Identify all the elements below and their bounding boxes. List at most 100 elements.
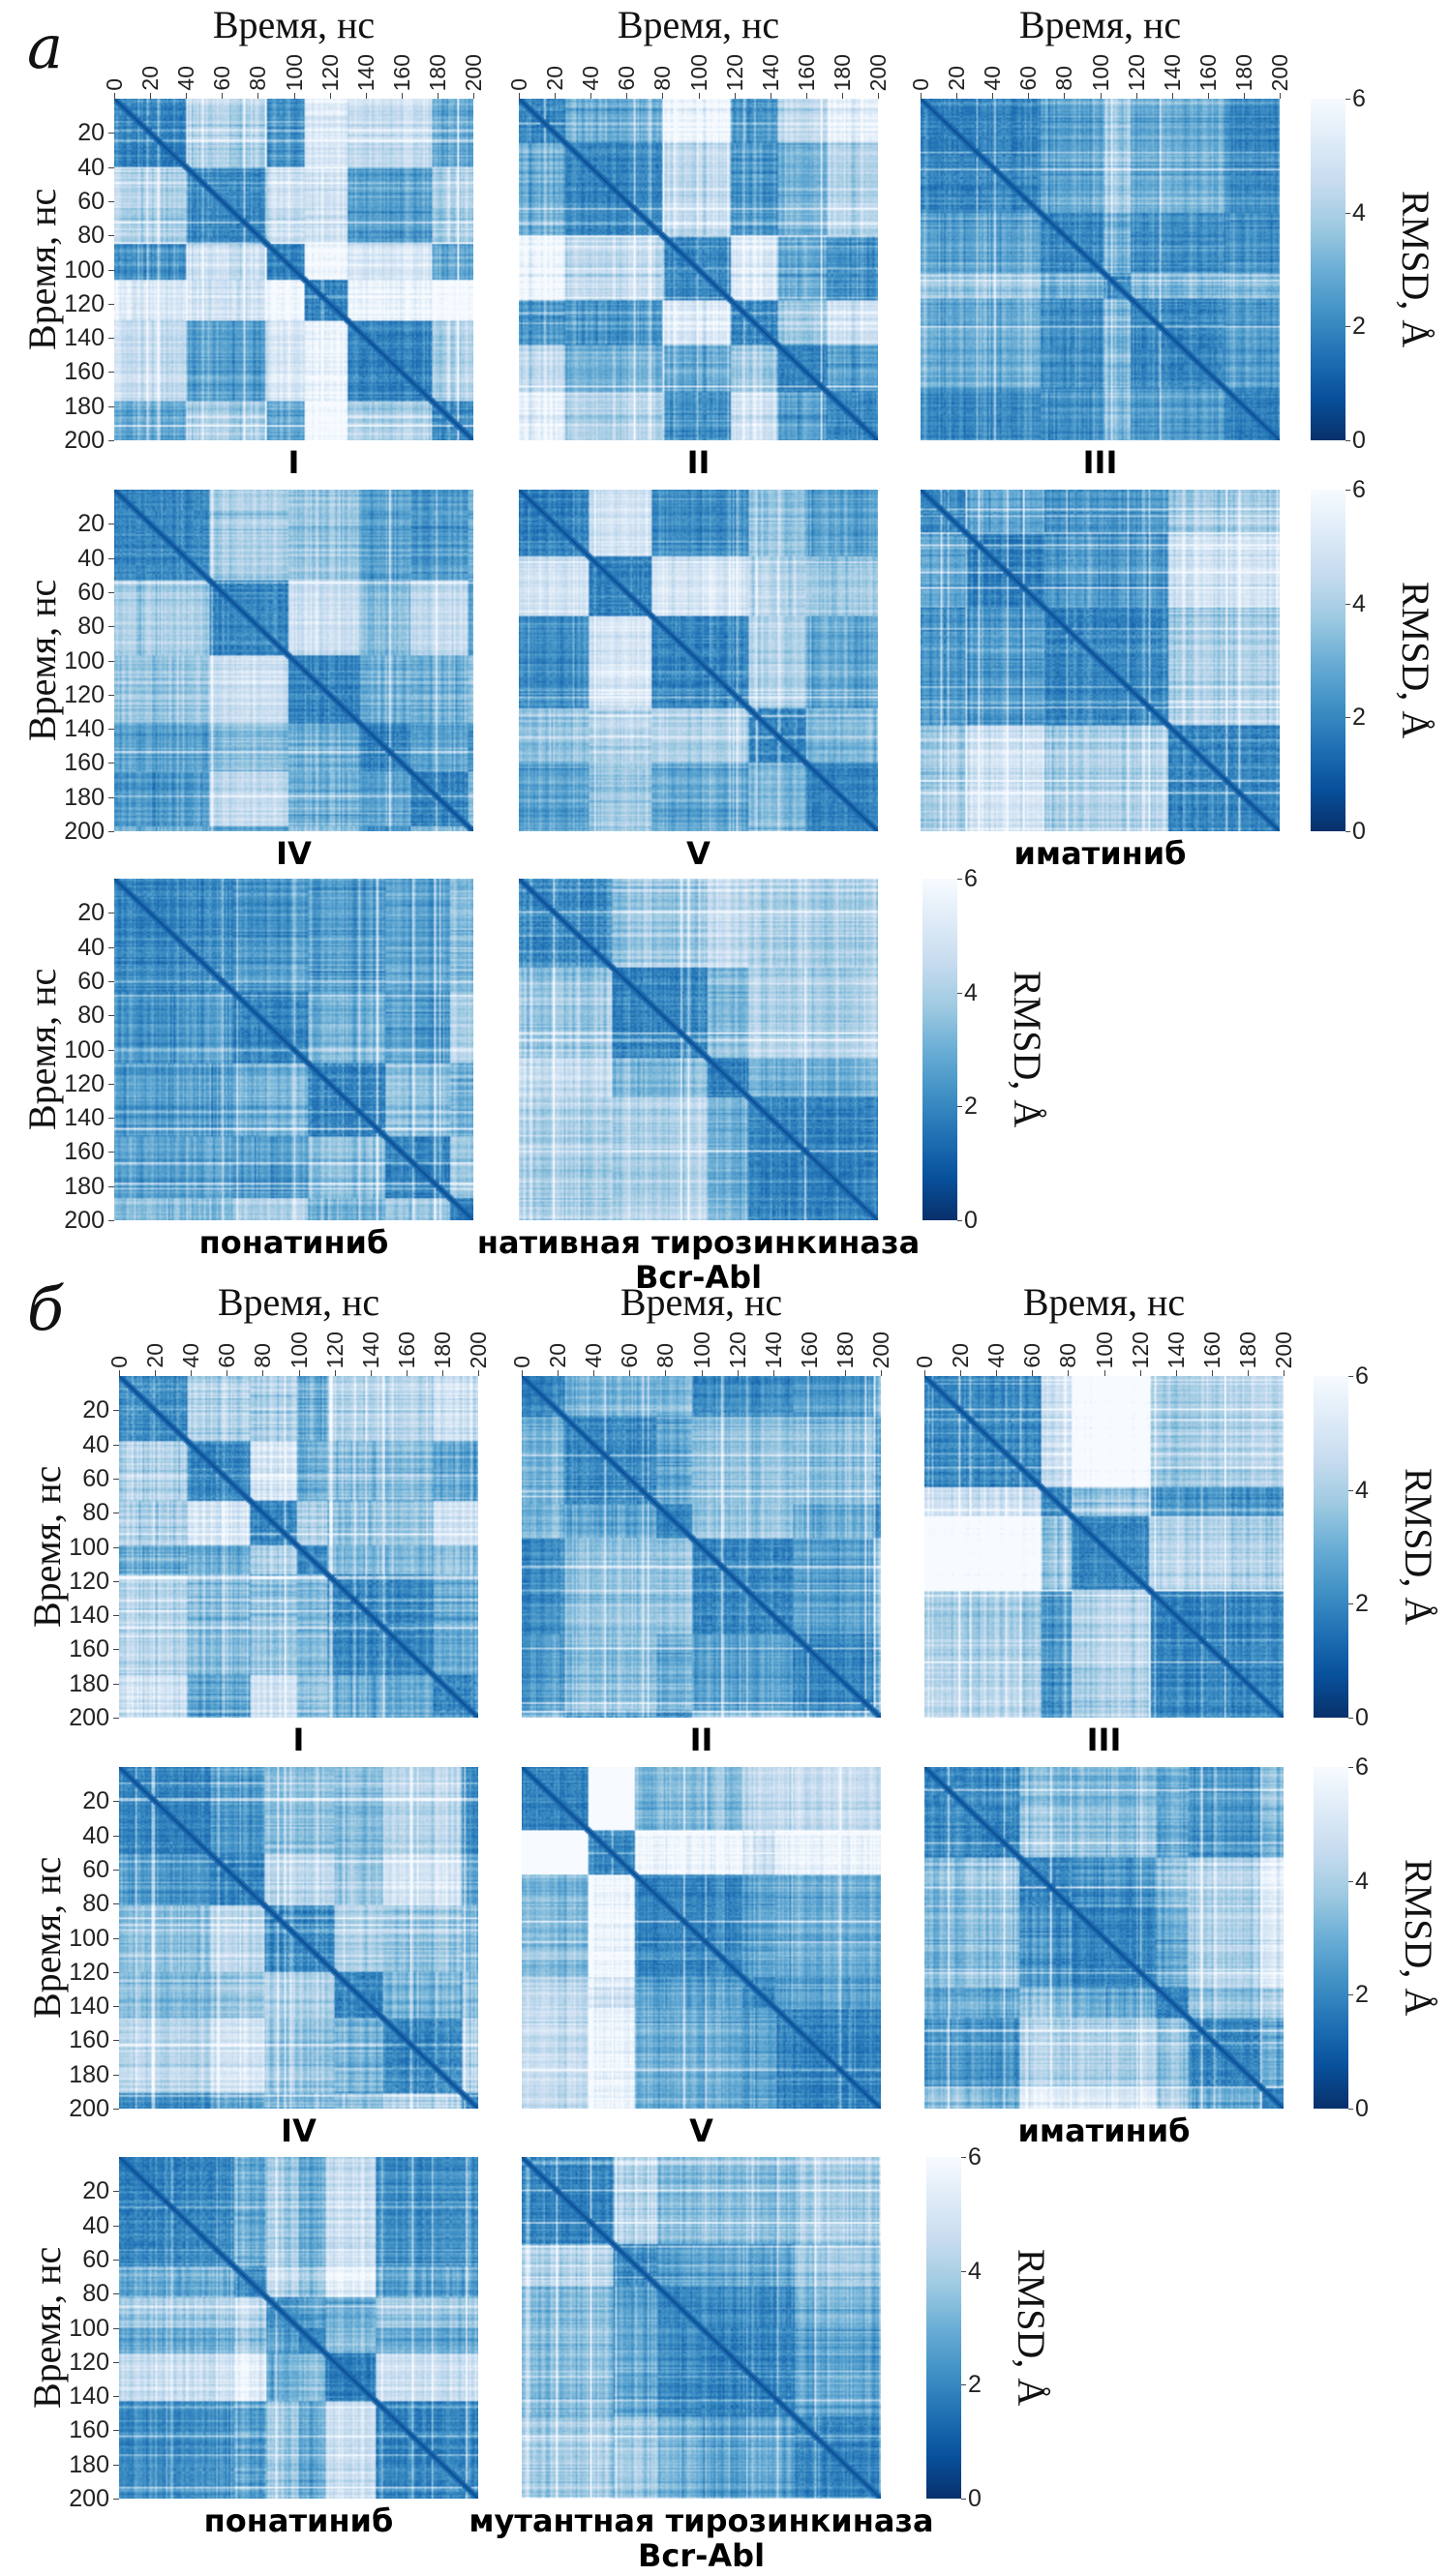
y-tick-label: 140 bbox=[69, 1992, 109, 2021]
x-tick-label: 140 bbox=[760, 1331, 786, 1368]
panel-label: II bbox=[686, 444, 710, 481]
x-tick-label: 40 bbox=[980, 66, 1006, 91]
x-tick-label: 160 bbox=[796, 1331, 822, 1368]
y-tick-mark bbox=[108, 1015, 114, 1017]
x-tick-mark bbox=[1207, 93, 1209, 99]
x-tick-mark bbox=[1139, 1370, 1141, 1376]
x-tick-mark bbox=[593, 1370, 595, 1376]
heatmap-panel bbox=[119, 2157, 478, 2499]
y-tick-mark bbox=[113, 2499, 119, 2500]
colorbar-tick-mark bbox=[1348, 1880, 1353, 1882]
y-tick-label: 140 bbox=[64, 1104, 105, 1132]
y-tick-mark bbox=[113, 1546, 119, 1548]
y-tick-label: 80 bbox=[82, 2280, 109, 2308]
y-tick-label: 140 bbox=[64, 324, 105, 352]
x-tick-mark bbox=[191, 1370, 193, 1376]
colorbar-tick-mark bbox=[1348, 1603, 1353, 1605]
colorbar-tick-mark bbox=[1348, 1489, 1353, 1491]
y-tick-label: 60 bbox=[82, 1855, 109, 1883]
panel-label: II bbox=[689, 1722, 713, 1758]
x-tick-mark bbox=[222, 93, 224, 99]
x-tick-mark bbox=[370, 1370, 372, 1376]
y-tick-label: 40 bbox=[82, 2211, 109, 2239]
y-tick-label: 200 bbox=[64, 1207, 105, 1234]
colorbar-tick-mark bbox=[961, 2270, 966, 2272]
y-tick-mark bbox=[108, 1220, 114, 1221]
colorbar-tick-mark bbox=[961, 2157, 966, 2158]
y-tick-label: 120 bbox=[69, 1958, 109, 1986]
x-tick-label: 160 bbox=[388, 53, 414, 91]
x-tick-label: 200 bbox=[868, 1331, 893, 1368]
y-tick-mark bbox=[108, 913, 114, 914]
y-tick-mark bbox=[113, 2396, 119, 2398]
colorbar-tick-mark bbox=[1345, 326, 1350, 328]
x-tick-label: 60 bbox=[617, 1343, 643, 1368]
x-tick-label: 20 bbox=[944, 66, 970, 91]
y-tick-label: 60 bbox=[77, 578, 105, 606]
y-tick-mark bbox=[108, 166, 114, 168]
colorbar bbox=[926, 2157, 961, 2499]
y-tick-mark bbox=[113, 2361, 119, 2363]
x-tick-label: 160 bbox=[393, 1331, 419, 1368]
colorbar-tick-mark bbox=[957, 992, 962, 994]
x-tick-label: 40 bbox=[578, 66, 604, 91]
panel-label: нативная тирозинкиназа bbox=[476, 1224, 921, 1261]
x-tick-mark bbox=[522, 1370, 523, 1376]
y-tick-mark bbox=[108, 831, 114, 832]
y-tick-label: 120 bbox=[64, 1069, 105, 1097]
y-tick-mark bbox=[108, 626, 114, 628]
x-tick-mark bbox=[1135, 93, 1137, 99]
colorbar-tick-label: 0 bbox=[964, 1207, 978, 1234]
y-tick-mark bbox=[113, 2040, 119, 2042]
y-tick-label: 20 bbox=[77, 899, 105, 927]
colorbar-tick-mark bbox=[1345, 831, 1350, 832]
y-tick-mark bbox=[113, 1903, 119, 1905]
y-tick-mark bbox=[113, 2191, 119, 2193]
colorbar-label: RMSD, Å bbox=[1397, 1859, 1440, 2017]
x-tick-mark bbox=[1284, 1370, 1285, 1376]
x-tick-mark bbox=[921, 93, 922, 99]
x-tick-mark bbox=[1175, 1370, 1177, 1376]
y-tick-mark bbox=[113, 2430, 119, 2432]
x-tick-mark bbox=[406, 1370, 408, 1376]
heatmap-panel bbox=[522, 1376, 881, 1718]
y-tick-label: 20 bbox=[77, 119, 105, 147]
x-tick-label: 140 bbox=[757, 53, 783, 91]
y-tick-mark bbox=[108, 796, 114, 798]
panel-label: иматиниб bbox=[1017, 2112, 1191, 2149]
y-tick-label: 60 bbox=[77, 187, 105, 215]
x-tick-label: 180 bbox=[829, 53, 855, 91]
x-tick-label: 80 bbox=[1051, 66, 1077, 91]
colorbar-tick-label: 2 bbox=[1352, 313, 1366, 341]
y-tick-label: 40 bbox=[77, 544, 105, 572]
y-tick-label: 160 bbox=[69, 1635, 109, 1663]
y-tick-label: 200 bbox=[64, 427, 105, 454]
y-tick-mark bbox=[108, 200, 114, 202]
colorbar-tick-label: 2 bbox=[968, 2371, 982, 2399]
x-tick-mark bbox=[401, 93, 403, 99]
heatmap-panel bbox=[114, 490, 473, 831]
panel-label: III bbox=[1082, 444, 1118, 481]
x-tick-mark bbox=[473, 93, 474, 99]
colorbar-tick-mark bbox=[1348, 2109, 1353, 2110]
y-tick-mark bbox=[108, 694, 114, 696]
x-tick-mark bbox=[878, 93, 879, 99]
x-tick-mark bbox=[365, 93, 367, 99]
colorbar-tick-mark bbox=[1345, 490, 1350, 491]
x-tick-mark bbox=[1243, 93, 1245, 99]
colorbar-tick-mark bbox=[1348, 1994, 1353, 1996]
colorbar-tick-label: 6 bbox=[1355, 1753, 1369, 1781]
colorbar-tick-mark bbox=[1345, 212, 1350, 214]
x-tick-mark bbox=[441, 1370, 443, 1376]
y-tick-mark bbox=[108, 660, 114, 662]
colorbar bbox=[1311, 99, 1345, 440]
y-tick-label: 100 bbox=[64, 646, 105, 674]
x-tick-mark bbox=[555, 93, 557, 99]
panel-label: IV bbox=[281, 2112, 317, 2149]
y-tick-mark bbox=[113, 1615, 119, 1617]
panel-label: иматиниб bbox=[1013, 835, 1187, 872]
x-tick-mark bbox=[662, 93, 664, 99]
y-tick-mark bbox=[113, 1683, 119, 1685]
y-tick-mark bbox=[108, 729, 114, 731]
colorbar-tick-label: 0 bbox=[1352, 427, 1366, 454]
